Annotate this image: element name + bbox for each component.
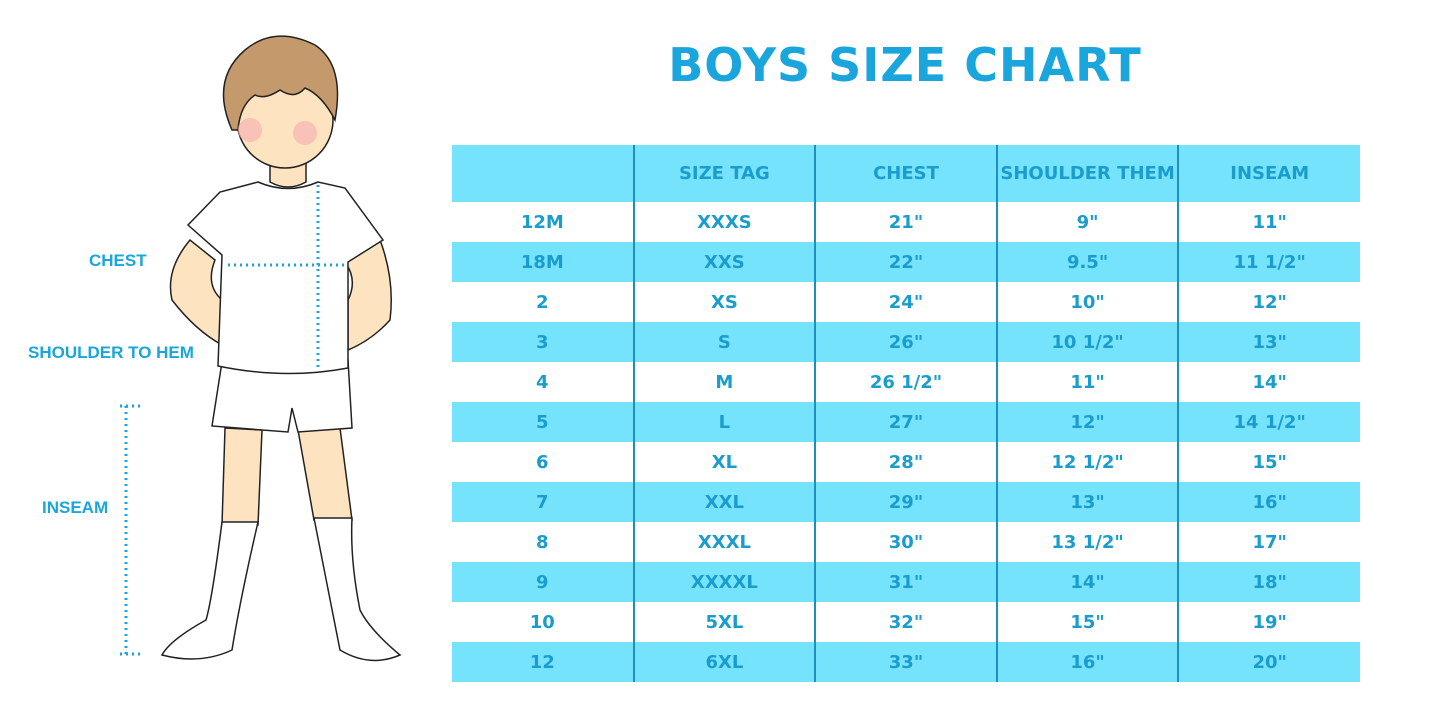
chest-label: CHEST <box>89 251 147 270</box>
table-cell: 11 1/2" <box>1177 242 1360 282</box>
table-cell: 12 <box>452 642 634 682</box>
table-cell: 16" <box>995 642 1179 682</box>
table-cell: 7 <box>452 482 634 522</box>
table-cell: 26 1/2" <box>814 362 997 402</box>
table-row: 12M XXXS 21" 9" 11" <box>452 202 1360 242</box>
table-cell: 28" <box>814 442 997 482</box>
table-cell: 30" <box>814 522 997 562</box>
table-row: 4 M 26 1/2" 11" 14" <box>452 362 1360 402</box>
inseam-label: INSEAM <box>42 498 109 517</box>
table-cell: 9 <box>452 562 634 602</box>
header-chest: CHEST <box>814 145 997 202</box>
header-size-tag: SIZE TAG <box>632 145 816 202</box>
table-row: 5 L 27" 12" 14 1/2" <box>452 402 1360 442</box>
table-row: 6 XL 28" 12 1/2" 15" <box>452 442 1360 482</box>
table-cell: 33" <box>814 642 997 682</box>
table-cell: XXXXL <box>632 562 816 602</box>
table-cell: 12 1/2" <box>995 442 1179 482</box>
table-cell: XS <box>632 282 816 322</box>
boy-figure-icon <box>120 35 402 662</box>
table-cell: 4 <box>536 371 549 393</box>
header-age <box>452 145 634 202</box>
shoulder-to-hem-label: SHOULDER TO HEM <box>28 343 194 362</box>
table-cell: 13" <box>995 482 1179 522</box>
table-cell: 32" <box>814 602 997 642</box>
page-title: BOYS SIZE CHART <box>668 38 1142 92</box>
table-cell: 5 <box>452 402 634 442</box>
table-cell: 11" <box>1177 202 1360 242</box>
table-cell: XXS <box>632 242 816 282</box>
table-cell: 6 <box>536 451 549 473</box>
boy-illustration: CHEST SHOULDER TO HEM INSEAM <box>0 0 440 723</box>
table-cell: 10" <box>995 282 1179 322</box>
table-cell: 2 <box>536 291 549 313</box>
header-inseam: INSEAM <box>1177 145 1360 202</box>
table-cell: 14" <box>995 562 1179 602</box>
table-cell: 3 <box>452 322 634 362</box>
table-cell: 19" <box>1177 602 1360 642</box>
table-row: 3 S 26" 10 1/2" 13" <box>452 322 1360 362</box>
table-cell: 22" <box>814 242 997 282</box>
table-cell: 12" <box>1177 282 1360 322</box>
table-row: 9 XXXXL 31" 14" 18" <box>452 562 1360 602</box>
table-cell: 8 <box>536 531 549 553</box>
table-cell: 15" <box>1177 442 1360 482</box>
table-cell: 20" <box>1177 642 1360 682</box>
table-cell: 29" <box>814 482 997 522</box>
table-cell: 6XL <box>632 642 816 682</box>
table-cell: 24" <box>814 282 997 322</box>
table-row: 8 XXXL 30" 13 1/2" 17" <box>452 522 1360 562</box>
table-cell: M <box>632 362 816 402</box>
size-table: SIZE TAG CHEST SHOULDER THEM INSEAM 12M X… <box>452 145 1360 682</box>
table-cell: 13" <box>1177 322 1360 362</box>
table-cell: 12M <box>520 211 564 233</box>
table-row: 7 XXL 29" 13" 16" <box>452 482 1360 522</box>
table-cell: 5XL <box>632 602 816 642</box>
table-row: 12 6XL 33" 16" 20" <box>452 642 1360 682</box>
table-cell: 9.5" <box>995 242 1179 282</box>
table-cell: 27" <box>814 402 997 442</box>
table-cell: XL <box>632 442 816 482</box>
table-cell: 9" <box>995 202 1179 242</box>
table-cell: 18M <box>452 242 634 282</box>
table-cell: 14 1/2" <box>1177 402 1360 442</box>
table-row: 2 XS 24" 10" 12" <box>452 282 1360 322</box>
table-cell: 26" <box>814 322 997 362</box>
table-cell: 17" <box>1177 522 1360 562</box>
table-cell: 13 1/2" <box>995 522 1179 562</box>
table-cell: 31" <box>814 562 997 602</box>
table-cell: 15" <box>995 602 1179 642</box>
table-cell: 11" <box>995 362 1179 402</box>
table-cell: 16" <box>1177 482 1360 522</box>
table-header: SIZE TAG CHEST SHOULDER THEM INSEAM <box>452 145 1360 202</box>
table-cell: 10 <box>529 611 555 633</box>
header-shoulder: SHOULDER THEM <box>995 145 1179 202</box>
table-cell: L <box>632 402 816 442</box>
table-cell: XXXL <box>632 522 816 562</box>
table-cell: S <box>632 322 816 362</box>
table-cell: 18" <box>1177 562 1360 602</box>
table-cell: 21" <box>814 202 997 242</box>
table-cell: XXXS <box>632 202 816 242</box>
table-cell: XXL <box>632 482 816 522</box>
table-cell: 12" <box>995 402 1179 442</box>
table-cell: 14" <box>1177 362 1360 402</box>
table-row: 10 5XL 32" 15" 19" <box>452 602 1360 642</box>
table-cell: 10 1/2" <box>995 322 1179 362</box>
table-row: 18M XXS 22" 9.5" 11 1/2" <box>452 242 1360 282</box>
